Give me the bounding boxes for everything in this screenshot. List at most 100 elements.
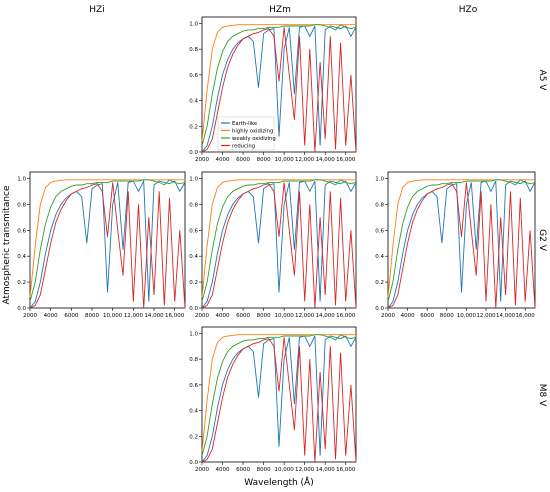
y-tick-label: 0.2 xyxy=(189,434,198,440)
panel-hzm-a5v: 0.0 0.2 0.4 0.6 0.8 1.0 2000 4000 6000 8000 10,000… xyxy=(189,16,357,163)
x-tick-label: 12,000 xyxy=(476,313,496,319)
y-tick-label: 0.2 xyxy=(189,124,198,130)
column-title-hzo: HZo xyxy=(459,5,478,15)
x-tick-label: 10,000 xyxy=(275,157,295,163)
x-tick-label: 2000 xyxy=(195,467,209,473)
series-weakly-oxidizing-line xyxy=(201,24,357,146)
series-highly-oxidizing-line xyxy=(201,179,356,298)
x-tick-label: 8000 xyxy=(257,467,271,473)
y-tick-label: 0.0 xyxy=(189,306,198,312)
legend-entry: weakly oxidizing xyxy=(232,136,276,142)
x-tick-label: 2000 xyxy=(195,313,209,319)
x-tick-label: 2000 xyxy=(23,313,37,319)
column-title-hzm: HZm xyxy=(269,5,291,15)
x-tick-label: 12,000 xyxy=(295,157,315,163)
x-tick-label: 16,000 xyxy=(336,467,356,473)
y-tick-label: 0.0 xyxy=(189,460,198,466)
panel-hzm-g2v: 0.0 0.2 0.4 0.6 0.8 1.0 2000 4000 6000 8000 10,000… xyxy=(189,171,357,319)
y-tick-label: 0.4 xyxy=(375,254,384,260)
y-tick-label: 0.2 xyxy=(375,280,384,286)
y-tick-label: 0.8 xyxy=(189,47,198,53)
series-earth-like-line xyxy=(201,180,357,309)
x-tick-label: 14,000 xyxy=(316,157,336,163)
x-tick-label: 14,000 xyxy=(496,313,516,319)
series-earth-like-line xyxy=(201,335,357,463)
x-tick-label: 10,000 xyxy=(275,467,295,473)
x-tick-label: 6000 xyxy=(64,313,78,319)
y-tick-label: 0.4 xyxy=(189,254,198,260)
series-highly-oxidizing-line xyxy=(201,24,356,142)
x-tick-label: 16,000 xyxy=(336,157,356,163)
y-axis-label: Atmospheric transmitance xyxy=(2,185,12,305)
x-tick-label: 4000 xyxy=(216,157,230,163)
x-tick-label: 4000 xyxy=(216,313,230,319)
row-titles: A5 V G2 V M8 V xyxy=(537,70,547,408)
y-tick-label: 0.0 xyxy=(189,150,198,156)
series-highly-oxidizing-line xyxy=(201,334,356,452)
legend-frame xyxy=(217,116,275,151)
panel-hzi-g2v: 0.0 0.2 0.4 0.6 0.8 1.0 2000 4000 6000 8000 10,000… xyxy=(17,171,186,319)
x-tick-label: 16,000 xyxy=(165,313,185,319)
x-tick-label: 8000 xyxy=(440,313,454,319)
x-tick-label: 12,000 xyxy=(295,313,315,319)
x-tick-label: 14,000 xyxy=(316,467,336,473)
x-tick-label: 8000 xyxy=(85,313,99,319)
y-tick-label: 0.2 xyxy=(189,280,198,286)
series-reducing-line xyxy=(201,182,357,309)
y-tick-label: 1.0 xyxy=(189,21,198,27)
y-tick-label: 0.4 xyxy=(189,409,198,415)
legend-entry: reducing xyxy=(232,144,255,150)
y-tick-label: 0.6 xyxy=(189,73,198,79)
series-weakly-oxidizing-line xyxy=(387,179,536,302)
y-tick-label: 0.0 xyxy=(375,306,384,312)
series-weakly-oxidizing-line xyxy=(201,179,357,302)
x-tick-label: 12,000 xyxy=(124,313,144,319)
series-reducing-line xyxy=(387,182,536,309)
row-title-a5v: A5 V xyxy=(537,70,547,92)
x-tick-label: 6000 xyxy=(236,467,250,473)
x-tick-label: 12,000 xyxy=(295,467,315,473)
x-tick-label: 6000 xyxy=(236,157,250,163)
series-weakly-oxidizing-line xyxy=(29,179,186,302)
y-tick-label: 0.6 xyxy=(375,228,384,234)
x-tick-label: 4000 xyxy=(401,313,415,319)
series-highly-oxidizing-line xyxy=(29,179,185,298)
row-title-g2v: G2 V xyxy=(537,229,547,252)
x-tick-label: 6000 xyxy=(420,313,434,319)
y-tick-label: 1.0 xyxy=(189,331,198,337)
x-tick-label: 14,000 xyxy=(316,313,336,319)
y-tick-label: 0.8 xyxy=(189,202,198,208)
x-tick-label: 10,000 xyxy=(457,313,477,319)
y-tick-label: 1.0 xyxy=(17,176,26,182)
series-reducing-line xyxy=(201,337,357,463)
y-tick-label: 1.0 xyxy=(375,176,384,182)
x-tick-label: 6000 xyxy=(236,313,250,319)
panel-hzm-m8v: 0.0 0.2 0.4 0.6 0.8 1.0 2000 4000 6000 8000 10,000… xyxy=(189,326,357,473)
x-tick-label: 16,000 xyxy=(516,313,536,319)
y-tick-label: 0.2 xyxy=(17,280,26,286)
series-earth-like-line xyxy=(201,25,357,153)
y-tick-label: 0.8 xyxy=(17,202,26,208)
x-tick-label: 8000 xyxy=(257,157,271,163)
y-tick-label: 0.6 xyxy=(17,228,26,234)
x-axis-label: Wavelength (Å) xyxy=(244,476,313,488)
x-tick-label: 10,000 xyxy=(103,313,123,319)
y-tick-label: 0.8 xyxy=(189,357,198,363)
x-tick-label: 2000 xyxy=(381,313,395,319)
x-tick-label: 4000 xyxy=(216,467,230,473)
legend-entry: highly oxidizing xyxy=(232,129,273,135)
x-tick-label: 8000 xyxy=(257,313,271,319)
x-tick-label: 16,000 xyxy=(336,313,356,319)
x-tick-label: 4000 xyxy=(44,313,58,319)
y-tick-label: 0.4 xyxy=(17,254,26,260)
series-reducing-line xyxy=(201,27,357,153)
series-highly-oxidizing-line xyxy=(387,179,535,298)
x-tick-label: 14,000 xyxy=(144,313,164,319)
y-tick-label: 0.8 xyxy=(375,202,384,208)
row-title-m8v: M8 V xyxy=(537,384,547,407)
y-tick-label: 0.6 xyxy=(189,228,198,234)
